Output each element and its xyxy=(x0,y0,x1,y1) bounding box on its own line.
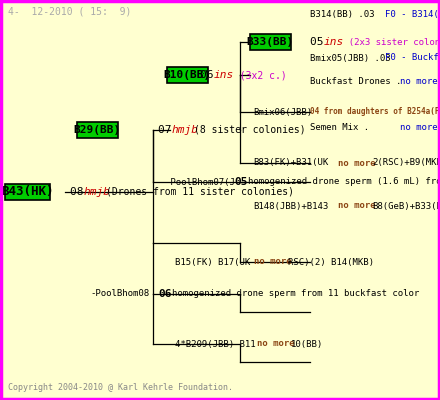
Text: no more: no more xyxy=(400,124,438,132)
Text: (3x2 c.): (3x2 c.) xyxy=(228,70,287,80)
Text: hmjb: hmjb xyxy=(84,187,111,197)
FancyBboxPatch shape xyxy=(250,34,291,50)
Text: ins: ins xyxy=(324,37,344,47)
FancyBboxPatch shape xyxy=(77,122,118,138)
Text: -PoolBhom08: -PoolBhom08 xyxy=(90,290,149,298)
Text: Buckfast Drones .: Buckfast Drones . xyxy=(310,78,401,86)
Text: 08: 08 xyxy=(70,187,90,197)
Text: RSC)(2) B14(MKB): RSC)(2) B14(MKB) xyxy=(288,258,374,266)
Text: 04 from daughters of B254a(PI) B74(BB): 04 from daughters of B254a(PI) B74(BB) xyxy=(310,108,440,116)
Text: B148(JBB)+B143: B148(JBB)+B143 xyxy=(253,202,328,210)
Text: 06: 06 xyxy=(200,70,220,80)
Text: 05: 05 xyxy=(234,177,247,187)
Text: 4-  12-2010 ( 15:  9): 4- 12-2010 ( 15: 9) xyxy=(8,7,132,17)
Text: Copyright 2004-2010 @ Karl Kehrle Foundation.: Copyright 2004-2010 @ Karl Kehrle Founda… xyxy=(8,384,233,392)
Text: B314(BB) .03: B314(BB) .03 xyxy=(310,10,374,18)
Text: B15(FK) B17(UK: B15(FK) B17(UK xyxy=(175,258,250,266)
FancyBboxPatch shape xyxy=(167,67,208,83)
Text: no more: no more xyxy=(400,78,438,86)
Text: no more: no more xyxy=(338,202,376,210)
Text: Semen Mix .: Semen Mix . xyxy=(310,124,369,132)
Text: B83(FK)+B31(UK: B83(FK)+B31(UK xyxy=(253,158,328,168)
Text: B33(BB): B33(BB) xyxy=(247,37,294,47)
Text: homogenized drone sperm (1.6 mL) from 8 buck: homogenized drone sperm (1.6 mL) from 8 … xyxy=(248,178,440,186)
Text: (8 sister colonies): (8 sister colonies) xyxy=(194,125,306,135)
Text: B8(GeB)+B33(BB): B8(GeB)+B33(BB) xyxy=(372,202,440,210)
Text: no more: no more xyxy=(338,158,376,168)
Text: B29(BB): B29(BB) xyxy=(74,125,121,135)
Text: 10(BB): 10(BB) xyxy=(291,340,323,348)
Text: Bmix05(JBB) .03: Bmix05(JBB) .03 xyxy=(310,54,391,62)
Text: ins: ins xyxy=(214,70,234,80)
Text: 07: 07 xyxy=(158,125,178,135)
Text: (Drones from 11 sister colonies): (Drones from 11 sister colonies) xyxy=(106,187,294,197)
Text: B10(BB): B10(BB) xyxy=(164,70,211,80)
Text: 06: 06 xyxy=(158,289,172,299)
Text: (2x3 sister colonies): (2x3 sister colonies) xyxy=(338,38,440,46)
Text: homogenized drone sperm from 11 buckfast color: homogenized drone sperm from 11 buckfast… xyxy=(172,290,419,298)
Text: hmjb: hmjb xyxy=(172,125,199,135)
Text: no more: no more xyxy=(257,340,295,348)
Text: F0 - Buckfast: F0 - Buckfast xyxy=(385,54,440,62)
Text: B43(HK): B43(HK) xyxy=(1,186,54,198)
FancyBboxPatch shape xyxy=(5,184,50,200)
Text: 2(RSC)+B9(MKB): 2(RSC)+B9(MKB) xyxy=(372,158,440,168)
Text: -PoolBhom07(J: -PoolBhom07(J xyxy=(165,178,235,186)
Text: 05: 05 xyxy=(310,37,330,47)
Text: F0 - B314(NE): F0 - B314(NE) xyxy=(385,10,440,18)
Text: no more: no more xyxy=(254,258,292,266)
Text: 4*B209(JBB) B11: 4*B209(JBB) B11 xyxy=(175,340,256,348)
Text: Bmix06(JBB): Bmix06(JBB) xyxy=(253,108,312,116)
